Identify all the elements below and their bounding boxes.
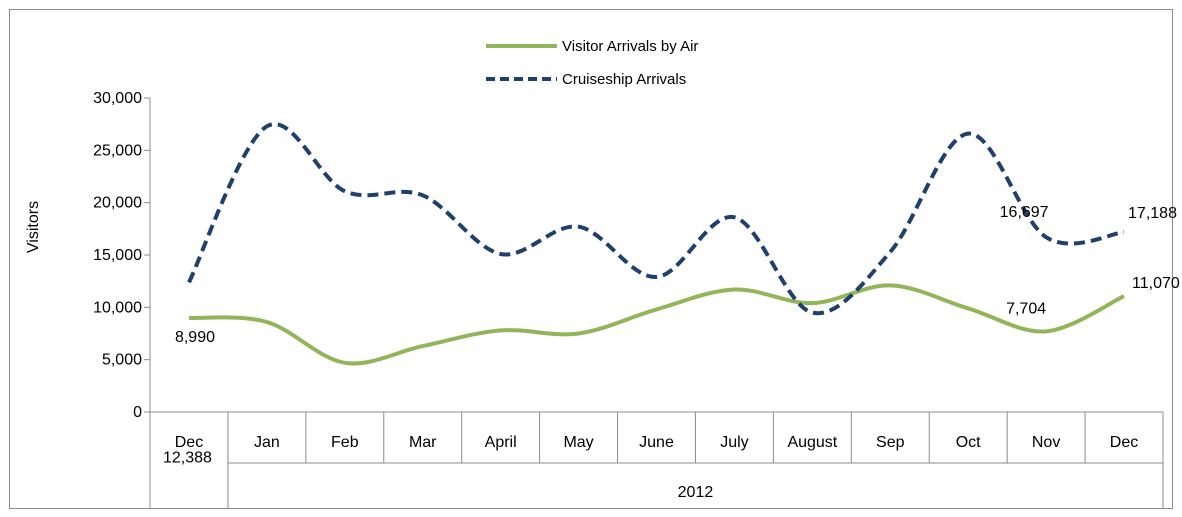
x-tick-label: June [639, 434, 674, 451]
legend-label-cruise: Cruiseship Arrivals [562, 71, 686, 88]
chart-frame [9, 9, 1173, 509]
x-tick-label: Oct [956, 434, 981, 451]
data-label-air: 7,704 [1006, 300, 1046, 317]
data-point-cruise [421, 193, 425, 197]
x-tick-label: Dec [1110, 434, 1138, 451]
x-tick-label: August [787, 434, 837, 451]
y-axis-title: Visitors [25, 201, 42, 253]
x-tick-label: April [485, 434, 517, 451]
data-point-air [577, 332, 581, 336]
data-label-cruise: 16,697 [1000, 204, 1049, 221]
data-point-cruise [888, 250, 892, 254]
y-tick-label: 30,000 [93, 90, 142, 107]
y-tick-label: 15,000 [93, 247, 142, 264]
data-point-cruise [499, 252, 503, 256]
data-labels: 8,990 7,704 11,070 12,388 16,697 17,188 [163, 204, 1180, 466]
data-point-air [499, 328, 503, 332]
data-point-cruise [1122, 230, 1126, 234]
data-point-cruise [655, 275, 659, 279]
y-tick-label: 10,000 [93, 299, 142, 316]
series-line-air [188, 283, 1125, 366]
x-tick-label: May [563, 434, 593, 451]
data-point-air [888, 283, 892, 287]
x-tick-label: Nov [1032, 434, 1060, 451]
x-tick-label: Sep [876, 434, 905, 451]
data-point-air [343, 361, 347, 365]
data-point-air [1122, 294, 1126, 298]
data-point-cruise [1044, 235, 1048, 239]
x-tick-label: Mar [409, 434, 437, 451]
x-tick-label: Feb [331, 434, 359, 451]
axes: 0 5,000 10,000 15,000 20,000 25,000 30,000 Dec J… [93, 90, 1164, 509]
data-label-air: 8,990 [175, 329, 215, 346]
data-point-air [421, 344, 425, 348]
series-lines [187, 122, 1126, 366]
data-label-air: 11,070 [1132, 275, 1180, 292]
data-point-cruise [732, 215, 736, 219]
data-point-air [187, 316, 191, 320]
data-point-air [732, 288, 736, 292]
data-point-air [966, 306, 970, 310]
y-tick-label: 0 [133, 404, 142, 421]
data-point-cruise [810, 311, 814, 315]
data-point-cruise [966, 132, 970, 136]
x-tick-label: Jan [254, 434, 280, 451]
data-point-cruise [265, 124, 269, 128]
x-tick-label: Dec [175, 434, 203, 451]
data-point-cruise [577, 225, 581, 229]
y-tick-label: 25,000 [93, 142, 142, 159]
data-point-air [265, 320, 269, 324]
x-group-label: 2012 [678, 484, 714, 501]
data-point-cruise [343, 189, 347, 193]
legend: Visitor Arrivals by Air Cruiseship Arriv… [486, 38, 698, 88]
legend-label-air: Visitor Arrivals by Air [562, 38, 698, 55]
data-point-air [1044, 329, 1048, 333]
x-tick-label: July [720, 434, 748, 451]
data-point-air [655, 307, 659, 311]
data-point-cruise [187, 280, 191, 284]
y-tick-label: 5,000 [102, 352, 142, 369]
data-label-cruise: 17,188 [1128, 205, 1177, 222]
data-label-cruise: 12,388 [163, 449, 212, 466]
series-line-cruise [187, 122, 1125, 316]
y-tick-label: 20,000 [93, 195, 142, 212]
data-point-air [810, 301, 814, 305]
